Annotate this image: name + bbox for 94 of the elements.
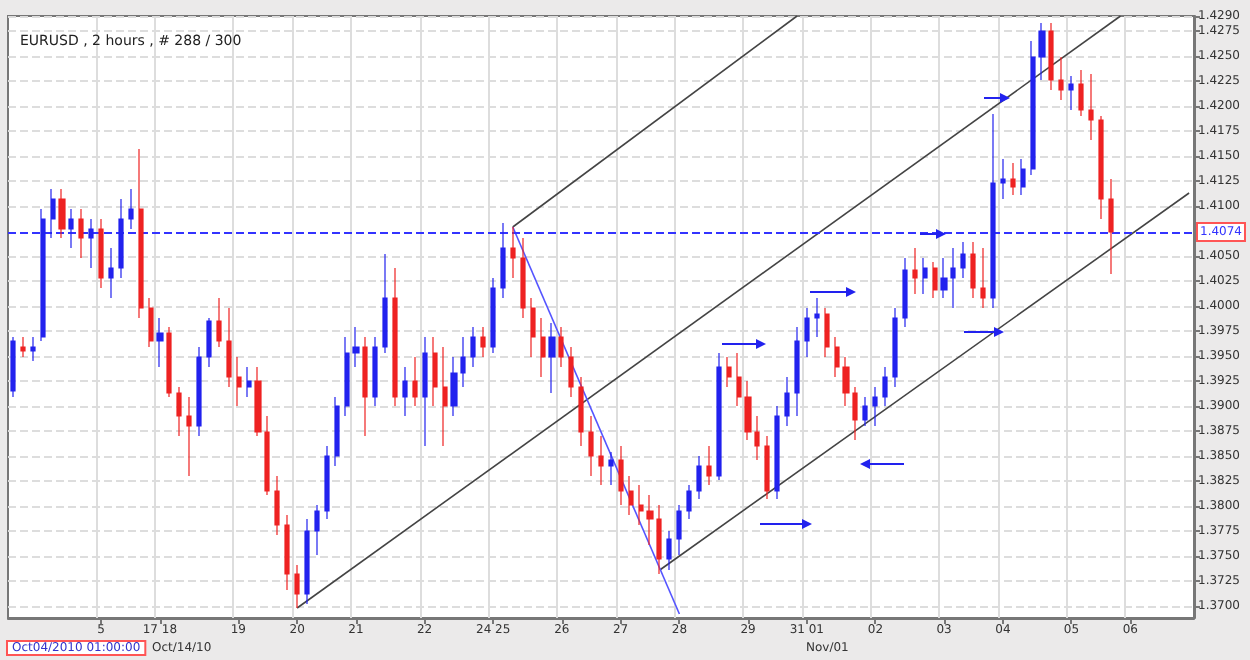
candlestick: [118, 198, 124, 279]
candlestick: [88, 218, 94, 269]
candlestick: [666, 530, 672, 571]
candlestick: [108, 247, 114, 299]
candlestick: [960, 241, 966, 279]
candlestick: [696, 455, 702, 500]
candlestick: [40, 208, 46, 342]
candlestick: [618, 445, 624, 506]
candlestick: [588, 415, 594, 477]
candlestick: [1020, 158, 1026, 196]
candlestick: [598, 435, 604, 486]
candlestick: [10, 336, 16, 398]
candlestick: [402, 366, 408, 417]
candlestick: [1068, 75, 1074, 111]
candlestick: [294, 564, 300, 609]
candlestick: [470, 326, 476, 368]
candlestick: [50, 188, 56, 239]
candlestick: [138, 148, 144, 319]
candlestick: [794, 326, 800, 417]
candlestick: [1088, 73, 1094, 141]
candlestick: [362, 336, 368, 437]
candlestick: [236, 356, 242, 407]
candlestick: [990, 113, 996, 309]
candlestick: [392, 267, 398, 407]
candlestick: [156, 317, 164, 368]
candlestick: [568, 346, 574, 398]
candlestick: [186, 396, 192, 477]
candlestick: [824, 307, 830, 358]
candlestick: [530, 297, 536, 358]
candlestick: [442, 346, 448, 447]
candlestick: [246, 366, 252, 398]
candlestick: [500, 222, 506, 299]
candlestick: [726, 356, 732, 388]
candlestick: [540, 317, 546, 378]
candlestick: [432, 336, 438, 407]
candlestick: [922, 257, 928, 295]
candlestick: [932, 261, 938, 299]
candlestick: [774, 405, 780, 500]
candlestick: [882, 366, 888, 407]
candlestick: [892, 307, 898, 388]
candlestick: [764, 435, 770, 500]
candlestick: [520, 237, 526, 319]
candlestick: [784, 376, 790, 427]
candlestick: [176, 386, 182, 437]
candlestick: [862, 396, 868, 427]
candlestick: [1108, 178, 1114, 275]
candlestick: [686, 484, 692, 520]
candlestick: [284, 514, 290, 591]
candlestick: [382, 253, 388, 354]
candlestick: [30, 336, 36, 362]
candlestick: [902, 257, 908, 328]
candlestick: [804, 307, 810, 358]
candlestick: [548, 322, 556, 394]
candlestick: [608, 451, 614, 486]
candlestick: [128, 188, 134, 230]
candlestick: [716, 352, 722, 481]
candlestick: [1078, 69, 1084, 117]
candlestick: [314, 504, 320, 556]
candlestick: [304, 518, 310, 605]
candlestick: [480, 326, 486, 358]
candlestick: [196, 346, 202, 437]
candlestick: [334, 396, 340, 467]
candlestick: [1058, 56, 1064, 101]
candlestick: [510, 226, 516, 279]
candlestick: [1000, 158, 1006, 200]
candlestick: [148, 297, 154, 348]
candlestick: [970, 241, 976, 299]
candlestick: [58, 188, 66, 239]
candlestick: [422, 336, 428, 447]
candlestick: [980, 247, 986, 309]
candlestick: [412, 356, 418, 407]
candlestick: [274, 475, 280, 536]
candlestick: [78, 208, 84, 259]
candlestick: [676, 504, 682, 556]
candlestick: [912, 247, 918, 295]
candlestick: [98, 218, 104, 289]
candlestick: [628, 475, 634, 516]
candlestick: [558, 326, 564, 368]
candlestick: [814, 297, 820, 338]
candlestick: [20, 336, 26, 358]
candlestick: [1048, 22, 1054, 91]
candlestick: [578, 376, 584, 447]
candlestick: [1098, 115, 1104, 220]
candlestick: [216, 297, 222, 348]
candlestick: [706, 445, 712, 486]
candlestick: [166, 326, 172, 398]
candlestick: [872, 386, 878, 427]
candlestick: [68, 208, 74, 249]
candlestick: [324, 445, 330, 520]
candlestick: [206, 317, 212, 368]
candlestick: [226, 307, 232, 388]
candlestick: [372, 336, 378, 407]
candlestick: [1010, 162, 1016, 196]
candlestick: [490, 277, 496, 354]
